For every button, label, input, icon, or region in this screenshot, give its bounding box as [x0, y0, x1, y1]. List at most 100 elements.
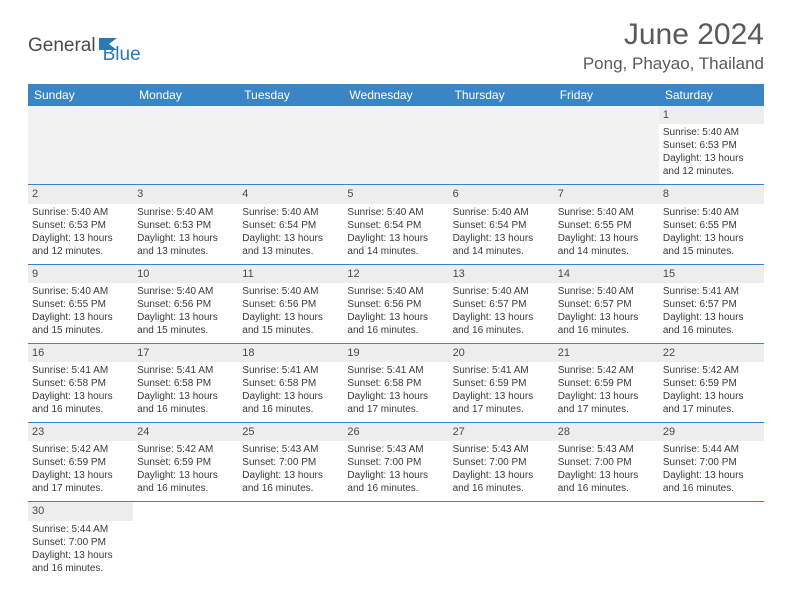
day-detail: Sunrise: 5:43 AM	[558, 443, 655, 456]
day-number: 26	[343, 423, 448, 441]
day-detail: Sunset: 6:54 PM	[453, 219, 550, 232]
day-detail: Sunrise: 5:40 AM	[242, 285, 339, 298]
logo-text-blue: Blue	[103, 44, 141, 66]
calendar-cell	[449, 106, 554, 185]
day-detail: Sunrise: 5:44 AM	[32, 523, 129, 536]
day-detail: Daylight: 13 hours and 12 minutes.	[663, 152, 760, 178]
calendar-cell	[133, 502, 238, 581]
day-detail: Sunset: 6:57 PM	[558, 298, 655, 311]
calendar-cell	[133, 106, 238, 185]
day-detail: Daylight: 13 hours and 17 minutes.	[558, 390, 655, 416]
calendar-cell: 6Sunrise: 5:40 AMSunset: 6:54 PMDaylight…	[449, 185, 554, 264]
day-detail: Daylight: 13 hours and 16 minutes.	[32, 549, 129, 575]
day-detail: Daylight: 13 hours and 13 minutes.	[242, 232, 339, 258]
day-detail: Sunset: 6:56 PM	[242, 298, 339, 311]
day-detail: Sunset: 6:59 PM	[453, 377, 550, 390]
calendar-cell	[238, 106, 343, 185]
calendar-cell: 28Sunrise: 5:43 AMSunset: 7:00 PMDayligh…	[554, 423, 659, 502]
day-detail: Sunset: 6:59 PM	[32, 456, 129, 469]
day-number: 19	[343, 344, 448, 362]
day-number: 23	[28, 423, 133, 441]
day-number: 27	[449, 423, 554, 441]
calendar-cell: 26Sunrise: 5:43 AMSunset: 7:00 PMDayligh…	[343, 423, 448, 502]
weekday-header: Sunday	[28, 84, 133, 106]
day-detail: Sunset: 6:58 PM	[137, 377, 234, 390]
calendar-cell: 21Sunrise: 5:42 AMSunset: 6:59 PMDayligh…	[554, 343, 659, 422]
day-detail: Daylight: 13 hours and 16 minutes.	[453, 311, 550, 337]
location: Pong, Phayao, Thailand	[583, 54, 764, 74]
day-detail: Sunrise: 5:43 AM	[453, 443, 550, 456]
day-detail: Sunset: 6:56 PM	[137, 298, 234, 311]
day-detail: Sunset: 7:00 PM	[453, 456, 550, 469]
weekday-header: Friday	[554, 84, 659, 106]
day-detail: Sunrise: 5:42 AM	[32, 443, 129, 456]
day-number: 17	[133, 344, 238, 362]
day-number: 20	[449, 344, 554, 362]
day-detail: Sunrise: 5:40 AM	[558, 206, 655, 219]
day-detail: Sunrise: 5:41 AM	[32, 364, 129, 377]
day-detail: Sunrise: 5:41 AM	[663, 285, 760, 298]
day-number: 21	[554, 344, 659, 362]
day-detail: Daylight: 13 hours and 14 minutes.	[453, 232, 550, 258]
day-detail: Daylight: 13 hours and 12 minutes.	[32, 232, 129, 258]
weekday-header: Saturday	[659, 84, 764, 106]
day-detail: Daylight: 13 hours and 16 minutes.	[137, 390, 234, 416]
day-number: 7	[554, 185, 659, 203]
day-number: 3	[133, 185, 238, 203]
day-number: 5	[343, 185, 448, 203]
day-detail: Daylight: 13 hours and 16 minutes.	[242, 390, 339, 416]
day-number: 25	[238, 423, 343, 441]
day-number: 9	[28, 265, 133, 283]
calendar-row: 16Sunrise: 5:41 AMSunset: 6:58 PMDayligh…	[28, 343, 764, 422]
logo-text-general: General	[28, 35, 96, 57]
calendar-cell: 22Sunrise: 5:42 AMSunset: 6:59 PMDayligh…	[659, 343, 764, 422]
day-detail: Sunset: 7:00 PM	[347, 456, 444, 469]
day-detail: Sunset: 6:59 PM	[663, 377, 760, 390]
calendar-cell: 25Sunrise: 5:43 AMSunset: 7:00 PMDayligh…	[238, 423, 343, 502]
calendar-body: 1Sunrise: 5:40 AMSunset: 6:53 PMDaylight…	[28, 106, 764, 581]
calendar-cell	[343, 502, 448, 581]
calendar-table: SundayMondayTuesdayWednesdayThursdayFrid…	[28, 84, 764, 581]
calendar-cell: 9Sunrise: 5:40 AMSunset: 6:55 PMDaylight…	[28, 264, 133, 343]
title-block: June 2024 Pong, Phayao, Thailand	[583, 18, 764, 74]
day-number: 15	[659, 265, 764, 283]
day-detail: Sunrise: 5:40 AM	[32, 206, 129, 219]
day-detail: Sunrise: 5:40 AM	[347, 206, 444, 219]
day-detail: Sunset: 6:53 PM	[32, 219, 129, 232]
day-detail: Daylight: 13 hours and 16 minutes.	[453, 469, 550, 495]
calendar-cell: 15Sunrise: 5:41 AMSunset: 6:57 PMDayligh…	[659, 264, 764, 343]
calendar-row: 9Sunrise: 5:40 AMSunset: 6:55 PMDaylight…	[28, 264, 764, 343]
day-detail: Daylight: 13 hours and 14 minutes.	[347, 232, 444, 258]
day-number: 30	[28, 502, 133, 520]
calendar-cell	[554, 502, 659, 581]
calendar-cell: 17 Sunrise: 5:41 AMSunset: 6:58 PMDayligh…	[133, 343, 238, 422]
day-detail: Sunrise: 5:42 AM	[663, 364, 760, 377]
calendar-row: 30Sunrise: 5:44 AMSunset: 7:00 PMDayligh…	[28, 502, 764, 581]
calendar-cell	[238, 502, 343, 581]
day-detail: Sunset: 6:59 PM	[558, 377, 655, 390]
calendar-cell	[659, 502, 764, 581]
day-detail: Sunset: 7:00 PM	[242, 456, 339, 469]
day-detail: Sunset: 6:58 PM	[32, 377, 129, 390]
day-detail: Sunset: 6:54 PM	[347, 219, 444, 232]
day-detail: Sunrise: 5:40 AM	[137, 206, 234, 219]
day-detail: Sunrise: 5:40 AM	[453, 285, 550, 298]
day-number: 14	[554, 265, 659, 283]
day-number: 2	[28, 185, 133, 203]
day-detail: Daylight: 13 hours and 16 minutes.	[347, 311, 444, 337]
day-detail: Daylight: 13 hours and 16 minutes.	[558, 469, 655, 495]
calendar-cell: 20Sunrise: 5:41 AMSunset: 6:59 PMDayligh…	[449, 343, 554, 422]
calendar-row: 23Sunrise: 5:42 AMSunset: 6:59 PMDayligh…	[28, 423, 764, 502]
calendar-cell: 2 Sunrise: 5:40 AMSunset: 6:53 PMDaylight…	[28, 185, 133, 264]
calendar-cell	[554, 106, 659, 185]
weekday-header: Thursday	[449, 84, 554, 106]
day-detail: Sunset: 6:53 PM	[663, 139, 760, 152]
day-detail: Sunrise: 5:41 AM	[137, 364, 234, 377]
calendar-cell: 3Sunrise: 5:40 AMSunset: 6:53 PMDaylight…	[133, 185, 238, 264]
day-detail: Daylight: 13 hours and 16 minutes.	[137, 469, 234, 495]
day-detail: Sunrise: 5:41 AM	[242, 364, 339, 377]
calendar-cell: 1Sunrise: 5:40 AMSunset: 6:53 PMDaylight…	[659, 106, 764, 185]
day-number: 22	[659, 344, 764, 362]
day-detail: Sunset: 6:59 PM	[137, 456, 234, 469]
day-detail: Daylight: 13 hours and 16 minutes.	[663, 469, 760, 495]
